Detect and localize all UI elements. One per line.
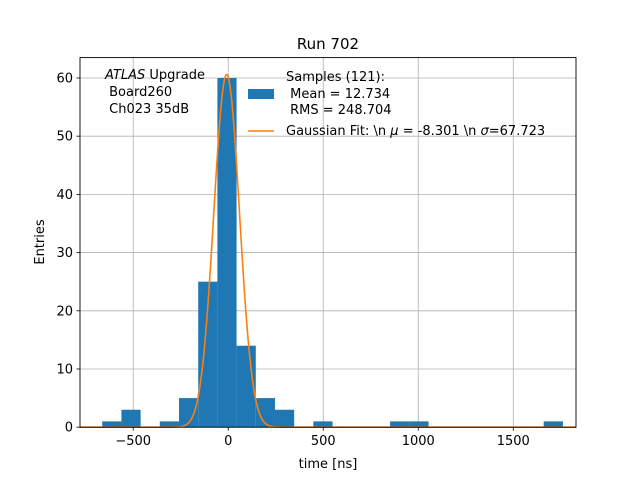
legend-hist-line-2: Mean = 12.734 <box>286 87 390 102</box>
plot-frame <box>79 57 577 428</box>
histogram-bar-2 <box>159 421 180 428</box>
histogram-bar-9 <box>313 421 333 428</box>
y-tick-label-5: 50 <box>56 130 73 145</box>
y-tick-label-0: 0 <box>65 421 73 436</box>
y-axis-label: Entries <box>33 219 48 265</box>
legend-fit-text: Gaussian Fit: \n μ = -8.301 \n σ=67.723 <box>286 124 545 139</box>
y-tick-label-1: 10 <box>56 362 73 377</box>
annotation-line-3: Ch023 35dB <box>105 102 189 117</box>
histogram-bar-3 <box>179 398 199 428</box>
x-tick-label-2: 500 <box>311 434 336 449</box>
legend-fit-sigma: σ <box>481 124 490 139</box>
histogram-bar-0 <box>102 421 122 428</box>
histogram-bar-8 <box>274 409 295 428</box>
x-tick-label-0: −500 <box>115 434 151 449</box>
histogram-bar-12 <box>543 421 563 428</box>
y-tick-label-4: 40 <box>56 188 73 203</box>
histogram-bar-7 <box>255 398 275 428</box>
x-axis-label: time [ns] <box>299 457 358 472</box>
atlas-annotation: ATLAS Upgrade Board260 Ch023 35dB <box>104 68 205 117</box>
histogram-bar-1 <box>121 409 141 428</box>
legend-fit-mu: μ <box>389 124 398 139</box>
legend-fit-mid: = -8.301 \n <box>399 124 481 139</box>
annotation-line-1: ATLAS Upgrade <box>104 68 205 83</box>
histogram-bar-11 <box>409 421 429 428</box>
y-tick-label-3: 30 <box>56 246 73 261</box>
x-axis-ticks: −500 0 500 1000 1500 <box>115 427 530 449</box>
histogram-bar-4 <box>198 281 218 428</box>
annotation-line-2: Board260 <box>105 85 172 100</box>
legend-hist-line-3: RMS = 248.704 <box>286 103 392 118</box>
histogram-bar-10 <box>390 421 410 428</box>
legend-fit-prefix: Gaussian Fit: \n <box>286 124 390 139</box>
y-axis-ticks: 0 10 20 30 40 50 60 <box>56 71 80 436</box>
legend-hist-line-1: Samples (121): <box>286 70 385 85</box>
y-tick-label-2: 20 <box>56 304 73 319</box>
x-tick-label-4: 1500 <box>497 434 530 449</box>
y-tick-label-6: 60 <box>56 71 73 86</box>
chart-title: Run 702 <box>297 35 359 53</box>
legend: Samples (121): Mean = 12.734 RMS = 248.7… <box>248 70 545 139</box>
legend-fit-suffix: =67.723 <box>489 124 545 139</box>
histogram-bar-5 <box>217 77 237 428</box>
legend-hist-patch <box>248 89 274 99</box>
x-tick-label-1: 0 <box>224 434 232 449</box>
annotation-upgrade: Upgrade <box>145 68 205 83</box>
annotation-atlas: ATLAS <box>104 68 145 83</box>
x-tick-label-3: 1000 <box>402 434 435 449</box>
